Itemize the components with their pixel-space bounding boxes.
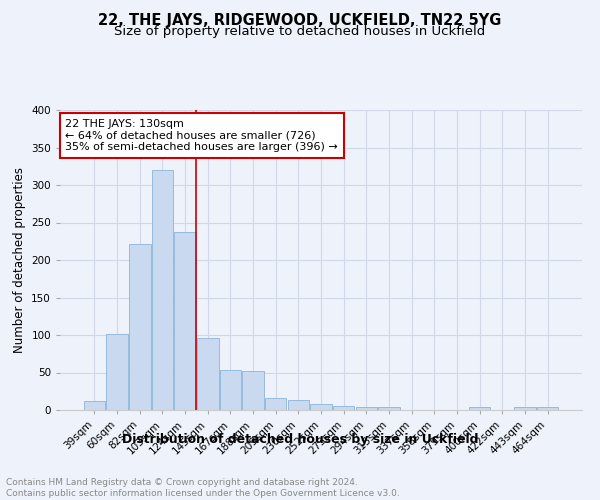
- Bar: [152, 170, 173, 410]
- Text: Contains HM Land Registry data © Crown copyright and database right 2024.
Contai: Contains HM Land Registry data © Crown c…: [6, 478, 400, 498]
- Bar: [242, 371, 264, 410]
- Text: 22, THE JAYS, RIDGEWOOD, UCKFIELD, TN22 5YG: 22, THE JAYS, RIDGEWOOD, UCKFIELD, TN22 …: [98, 12, 502, 28]
- Bar: [514, 407, 536, 410]
- Bar: [287, 400, 309, 410]
- Text: 22 THE JAYS: 130sqm
← 64% of detached houses are smaller (726)
35% of semi-detac: 22 THE JAYS: 130sqm ← 64% of detached ho…: [65, 119, 338, 152]
- Bar: [310, 404, 332, 410]
- Bar: [265, 398, 286, 410]
- Bar: [469, 407, 490, 410]
- Bar: [537, 407, 558, 410]
- Bar: [106, 334, 128, 410]
- Bar: [220, 370, 241, 410]
- Bar: [175, 232, 196, 410]
- Text: Size of property relative to detached houses in Uckfield: Size of property relative to detached ho…: [115, 25, 485, 38]
- Bar: [333, 406, 355, 410]
- Bar: [197, 338, 218, 410]
- Bar: [129, 244, 151, 410]
- Bar: [378, 407, 400, 410]
- Y-axis label: Number of detached properties: Number of detached properties: [13, 167, 26, 353]
- Text: Distribution of detached houses by size in Uckfield: Distribution of detached houses by size …: [122, 432, 478, 446]
- Bar: [356, 407, 377, 410]
- Bar: [84, 401, 105, 410]
